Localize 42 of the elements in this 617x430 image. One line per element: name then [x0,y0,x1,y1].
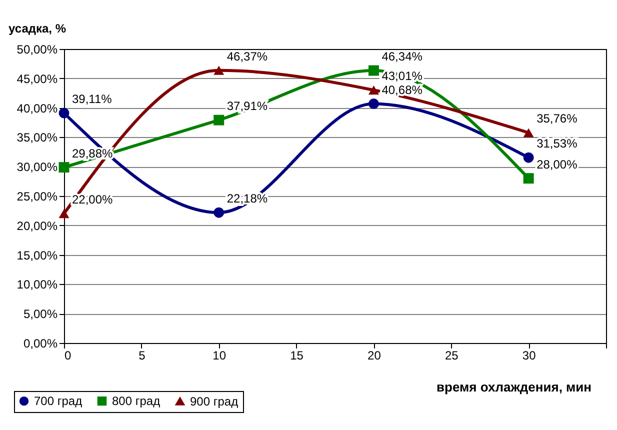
legend-label: 700 град [34,394,82,408]
x-tick-label: 0 [64,348,72,362]
legend-label: 900 град [190,394,238,408]
x-tick-label: 15 [290,348,304,362]
x-axis-title: время охлаждения, мин [436,380,592,394]
data-label: 28,00% [536,157,578,172]
y-tick-label: 0,00% [23,336,58,350]
y-tick-label: 30,00% [16,160,58,174]
data-label: 46,34% [382,50,423,64]
x-tick-label: 10 [212,348,226,362]
y-axis-title: усадка, % [8,22,66,36]
data-label: 39,11% [72,92,112,106]
y-tick-label: 15,00% [16,248,58,262]
x-tick-label: 25 [444,348,459,362]
point [523,173,534,184]
point [58,162,70,173]
x-tick-label: 5 [138,348,146,362]
legend-label: 800 град [112,394,160,408]
y-tick-label: 25,00% [16,190,58,204]
point [368,65,379,76]
point [368,86,379,95]
x-tick-label: 20 [368,348,382,362]
data-label: 31,53% [536,136,578,151]
x-tick-label: 30 [522,348,536,362]
point [58,209,70,218]
y-tick-label: 5,00% [23,307,58,322]
y-tick-label: 20,00% [16,218,58,233]
y-tick-label: 50,00% [16,42,58,56]
point [523,128,534,138]
y-tick-label: 40,00% [16,101,58,116]
point [368,98,379,110]
data-label: 46,37% [226,49,268,64]
point [214,207,224,218]
point [214,66,224,75]
y-tick-label: 45,00% [16,72,58,86]
point [214,114,224,126]
data-label: 35,76% [536,112,578,126]
point [58,108,70,118]
y-tick-label: 10,00% [16,278,58,292]
point [523,152,534,163]
y-tick-label: 35,00% [16,130,58,145]
data-label: 40,68% [382,82,423,97]
